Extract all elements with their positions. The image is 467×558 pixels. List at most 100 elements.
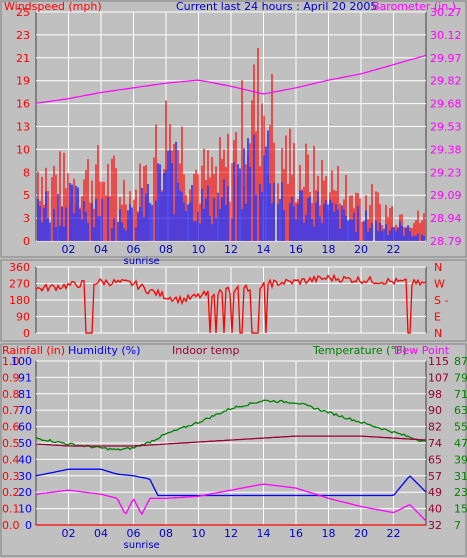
humidity-tick: 50	[18, 437, 32, 450]
x-tick-label: 06	[127, 527, 141, 540]
series-line-3	[35, 483, 427, 522]
series-line-0	[35, 399, 427, 451]
x-tick-label: 16	[289, 243, 303, 256]
barometer-right-tick: 30.12	[430, 29, 462, 42]
humidity-tick: 60	[18, 421, 32, 434]
humidity-tick: 0	[25, 519, 32, 532]
rainfall-tick: 0.7	[2, 404, 20, 417]
x-tick-label: 06	[127, 243, 141, 256]
rainfall-tick: 0.5	[2, 437, 20, 450]
direction-right-tick: E	[434, 311, 441, 324]
dewpoint-tick: 87	[454, 355, 467, 368]
dewpoint-axis-title: Dew Point	[394, 344, 450, 357]
barometer-right-tick: 29.38	[430, 143, 462, 156]
wind-left-tick: 23	[16, 29, 30, 42]
x-tick-label: 18	[322, 527, 336, 540]
barometer-right-tick: 30.27	[430, 6, 462, 19]
humidity-axis-title: Humidity (%)	[68, 344, 140, 357]
wind-left-tick: 19	[16, 75, 30, 88]
indoor-temp-title: Indoor temp	[172, 344, 239, 357]
temperature-tick: 32	[428, 519, 442, 532]
panel-border-bottom	[0, 343, 467, 557]
dewpoint-tick: 47	[454, 437, 467, 450]
temperature-tick: 74	[428, 437, 442, 450]
direction-right-tick: N	[434, 261, 442, 274]
rainfall-tick: 0.1	[2, 503, 20, 516]
x-tick-label: 08	[159, 527, 173, 540]
dewpoint-tick: 71	[454, 388, 467, 401]
barometer-axis-title: Barometer (in.)	[372, 0, 456, 13]
x-tick-label: 04	[94, 243, 108, 256]
humidity-tick: 20	[18, 486, 32, 499]
dewpoint-tick: 31	[454, 470, 467, 483]
sunrise-label: sunrise	[124, 256, 160, 267]
dewpoint-tick: 55	[454, 421, 467, 434]
rainfall-tick: 0.2	[2, 486, 20, 499]
humidity-tick: 30	[18, 470, 32, 483]
sunrise-label: sunrise	[124, 540, 160, 551]
dewpoint-tick: 39	[454, 453, 467, 466]
x-tick-label: 22	[387, 527, 401, 540]
temperature-tick: 40	[428, 503, 442, 516]
x-tick-label: 14	[257, 527, 271, 540]
temperature-tick: 90	[428, 404, 442, 417]
direction-right-tick: S -	[434, 294, 448, 307]
series-line-2	[35, 468, 427, 497]
dewpoint-tick: 23	[454, 486, 467, 499]
x-tick-label: 12	[224, 527, 238, 540]
x-tick-label: 02	[62, 527, 76, 540]
rainfall-tick: 0.0	[2, 519, 20, 532]
panel-border-top	[0, 0, 467, 258]
barometer-right-tick: 29.23	[430, 166, 462, 179]
temperature-tick: 57	[428, 470, 442, 483]
direction-left-tick: 0	[23, 327, 30, 340]
x-tick-label: 02	[62, 243, 76, 256]
x-tick-label: 10	[192, 527, 206, 540]
barometer-right-tick: 28.94	[430, 212, 462, 225]
humidity-tick: 10	[18, 503, 32, 516]
temperature-tick: 65	[428, 453, 442, 466]
wind-left-tick: 16	[16, 98, 30, 111]
dewpoint-tick: 7	[454, 519, 461, 532]
barometer-right-tick: 29.09	[430, 189, 462, 202]
barometer-line	[35, 54, 427, 104]
chart-title: Current last 24 hours : April 20 2005	[176, 0, 377, 13]
x-tick-label: 16	[289, 527, 303, 540]
direction-left-tick: 270	[9, 278, 30, 291]
wind-left-tick: 10	[16, 143, 30, 156]
x-tick-label: 22	[387, 243, 401, 256]
temperature-tick: 82	[428, 421, 442, 434]
x-tick-label: 18	[322, 243, 336, 256]
wind-direction-line	[35, 273, 427, 334]
temperature-tick: 107	[428, 371, 449, 384]
humidity-tick: 81	[18, 388, 32, 401]
temperature-tick: 115	[428, 355, 449, 368]
temperature-tick: 98	[428, 388, 442, 401]
wind-left-tick: 5	[23, 189, 30, 202]
rainfall-axis-title: Rainfall (in)	[2, 344, 65, 357]
direction-left-tick: 90	[16, 311, 30, 324]
barometer-right-tick: 29.68	[430, 98, 462, 111]
direction-right-tick: N	[434, 327, 442, 340]
series-line-1	[35, 435, 427, 447]
x-tick-label: 12	[224, 243, 238, 256]
humidity-tick: 91	[18, 371, 32, 384]
rainfall-tick: 0.3	[2, 470, 20, 483]
rainfall-tick: 1.0	[2, 355, 20, 368]
wind-left-tick: 25	[16, 6, 30, 19]
x-tick-label: 14	[257, 243, 271, 256]
panel-border-mid	[0, 259, 467, 342]
x-tick-label: 08	[159, 243, 173, 256]
gust-bars-group	[37, 130, 425, 241]
direction-right-tick: W	[434, 278, 445, 291]
direction-left-tick: 180	[9, 294, 30, 307]
dewpoint-tick: 15	[454, 503, 467, 516]
rainfall-tick: 0.8	[2, 388, 20, 401]
wind-axis-title: Windspeed (mph)	[4, 0, 102, 13]
rainfall-tick: 0.6	[2, 421, 20, 434]
barometer-right-tick: 28.79	[430, 235, 462, 248]
x-tick-label: 04	[94, 527, 108, 540]
wind-left-tick: 3	[23, 212, 30, 225]
